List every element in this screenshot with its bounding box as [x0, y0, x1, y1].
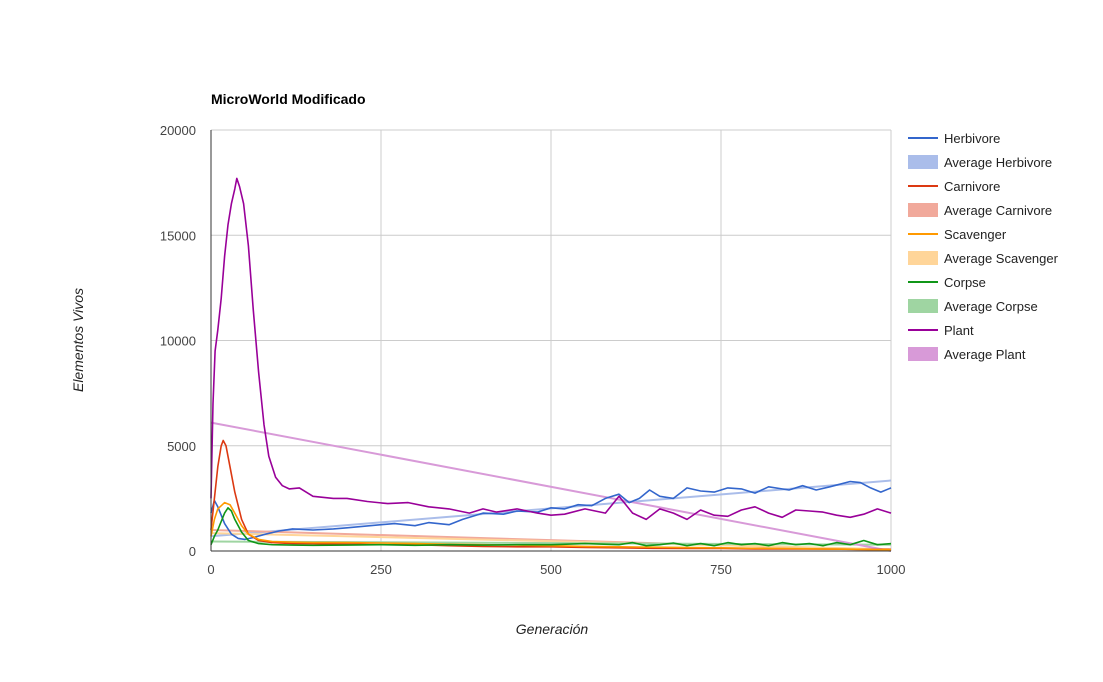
series-line-plant [210, 177, 892, 521]
series-layer [210, 177, 892, 552]
chart-title: MicroWorld Modificado [211, 91, 366, 107]
legend-label: Average Corpse [944, 299, 1038, 314]
y-tick-label: 10000 [160, 334, 196, 349]
legend-swatch [908, 203, 938, 217]
legend-item-average-corpse[interactable]: Average Corpse [908, 299, 1038, 314]
legend-item-average-plant[interactable]: Average Plant [908, 347, 1026, 362]
x-tick-label: 1000 [877, 562, 906, 577]
legend-swatch [908, 251, 938, 265]
legend-swatch [908, 299, 938, 313]
legend-label: Herbivore [944, 131, 1000, 146]
x-axis-title: Generación [516, 621, 589, 637]
legend-label: Average Carnivore [944, 203, 1052, 218]
y-tick-label: 20000 [160, 123, 196, 138]
legend-swatch [908, 347, 938, 361]
series-line-corpse [210, 507, 892, 547]
y-axis-title: Elementos Vivos [70, 288, 86, 392]
tick-labels: 0 5000 10000 15000 20000 0 250 500 750 1000 [160, 123, 906, 577]
legend-label: Scavenger [944, 227, 1007, 242]
x-tick-label: 750 [710, 562, 732, 577]
legend-label: Average Scavenger [944, 251, 1059, 266]
legend-item-carnivore[interactable]: Carnivore [908, 179, 1000, 194]
legend: Herbivore Average Herbivore Carnivore Avera… [908, 131, 1059, 362]
x-tick-label: 250 [370, 562, 392, 577]
legend-label: Average Plant [944, 347, 1026, 362]
x-tick-label: 0 [207, 562, 214, 577]
series-line-average-plant [210, 421, 892, 552]
series-line-scavenger [210, 501, 892, 551]
axes [210, 130, 891, 552]
legend-item-herbivore[interactable]: Herbivore [908, 131, 1000, 146]
y-tick-label: 5000 [167, 439, 196, 454]
legend-label: Average Herbivore [944, 155, 1052, 170]
legend-label: Plant [944, 323, 974, 338]
legend-item-average-carnivore[interactable]: Average Carnivore [908, 203, 1052, 218]
legend-label: Carnivore [944, 179, 1000, 194]
legend-swatch [908, 155, 938, 169]
legend-item-plant[interactable]: Plant [908, 323, 974, 338]
x-tick-label: 500 [540, 562, 562, 577]
legend-item-scavenger[interactable]: Scavenger [908, 227, 1007, 242]
y-tick-label: 0 [189, 544, 196, 559]
legend-item-corpse[interactable]: Corpse [908, 275, 986, 290]
y-tick-label: 15000 [160, 228, 196, 243]
legend-item-average-scavenger[interactable]: Average Scavenger [908, 251, 1059, 266]
grid [211, 129, 892, 551]
series-line-herbivore [210, 480, 892, 541]
series-line-average-scavenger [210, 532, 892, 551]
legend-item-average-herbivore[interactable]: Average Herbivore [908, 155, 1052, 170]
legend-label: Corpse [944, 275, 986, 290]
